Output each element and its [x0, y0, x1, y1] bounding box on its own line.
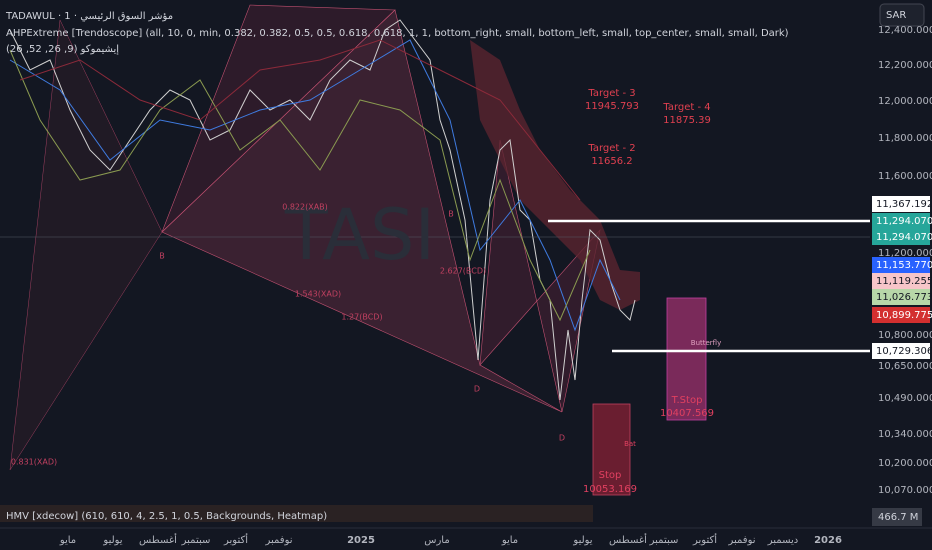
time-axis-label: أغسطس [139, 533, 177, 546]
price-axis-label: 11,200.000 [878, 248, 932, 259]
price-axis-label: 11,600.000 [878, 171, 932, 182]
price-tag: 11,294.070 [876, 232, 932, 243]
volume-indicator-legend: HMV [xdecow] (610, 610, 4, 2.5, 1, 0.5, … [6, 511, 327, 522]
time-axis-label: نوفمبر [727, 535, 755, 546]
annotation: 1.543(XAD) [295, 290, 341, 299]
currency-button[interactable] [879, 3, 925, 27]
price-tag-bg [872, 343, 930, 359]
annotation: 10053.169 [583, 484, 637, 495]
annotation: T.Stop [671, 395, 703, 406]
price-tag: 11,026.773 [876, 292, 932, 303]
indicator-legend: AHPExtreme [Trendoscope] (all, 10, 0, mi… [6, 28, 789, 39]
time-axis-label: يوليو [572, 535, 592, 546]
price-tag-bg [872, 257, 930, 273]
price-axis-label: 10,650.000 [878, 361, 932, 372]
annotation: 11945.793 [585, 101, 639, 112]
price-axis-label: 11,800.000 [878, 133, 932, 144]
price-tag-bg [872, 229, 930, 245]
stop-box [592, 403, 631, 496]
annotation: 11875.39 [663, 115, 711, 126]
annotation: 0.831(XAD) [11, 458, 57, 467]
annotation: D [559, 434, 565, 443]
time-axis-label: مايو [59, 535, 76, 546]
currency-label[interactable]: SAR [886, 10, 906, 21]
time-axis-label: أكتوبر [223, 533, 248, 546]
time-axis-label: ديسمبر [767, 535, 798, 546]
volume-value: 466.7 M [878, 512, 918, 523]
time-axis-label: يوليو [102, 535, 122, 546]
price-tag-bg [872, 213, 930, 229]
price-axis-label: 12,000.000 [878, 96, 932, 107]
price-axis-label: 12,200.000 [878, 60, 932, 71]
watermark: TASI [284, 194, 435, 276]
time-axis-label: مايو [501, 535, 518, 546]
annotation: Butterfly [691, 339, 721, 347]
annotation: Stop [599, 470, 622, 481]
cloud [470, 40, 640, 310]
price-tag: 10,899.775 [876, 310, 932, 321]
time-axis-label: أغسطس [609, 533, 647, 546]
price-tag-bg [872, 307, 930, 323]
price-axis-label: 10,200.000 [878, 458, 932, 469]
annotation: Target - 4 [662, 102, 710, 113]
price-tag: 10,729.306 [876, 346, 932, 357]
annotation: B [159, 252, 165, 261]
time-axis-label: 2025 [347, 535, 375, 546]
volume-tag [872, 508, 922, 526]
annotation: D [474, 385, 480, 394]
price-tag: 11,367.192 [876, 199, 932, 210]
price-tag: 11,294.070 [876, 216, 932, 227]
price-axis-label: 12,400.000 [878, 25, 932, 36]
annotation: Bat [624, 440, 636, 448]
price-tag-bg [872, 289, 930, 305]
annotation: 1.27(BCD) [341, 313, 382, 322]
symbol-title: TADAWUL · 1 · مؤشر السوق الرئيسي [5, 11, 173, 22]
time-axis-label: أكتوبر [692, 533, 717, 546]
price-tag: 11,119.255 [876, 276, 932, 287]
annotation: 11656.2 [591, 156, 632, 167]
annotation: Target - 3 [587, 88, 635, 99]
price-axis-label: 10,490.000 [878, 393, 932, 404]
price-axis-label: 10,800.000 [878, 330, 932, 341]
price-tag-bg [872, 273, 930, 289]
price-axis-label: 10,340.000 [878, 429, 932, 440]
annotation: Target - 2 [587, 143, 635, 154]
time-axis-label: سبتمبر [649, 535, 679, 546]
price-tag-bg [872, 196, 930, 212]
time-axis-label: مارس [424, 535, 449, 546]
annotation: 2.627(BCD) [440, 267, 486, 276]
annotation: B [448, 210, 454, 219]
price-tag: 11,153.770 [876, 260, 932, 271]
price-axis-label: 10,070.000 [878, 485, 932, 496]
time-axis-label: سبتمبر [181, 535, 211, 546]
volume-strip [0, 505, 593, 522]
time-axis-label: 2026 [814, 535, 842, 546]
annotation: 10407.569 [660, 408, 714, 419]
time-axis-label: نوفمبر [264, 535, 292, 546]
target-box [666, 297, 707, 421]
indicator-legend: إيشيموكو (9, 26, 52, 26) [6, 44, 119, 55]
annotation: 0.822(XAB) [282, 203, 328, 212]
